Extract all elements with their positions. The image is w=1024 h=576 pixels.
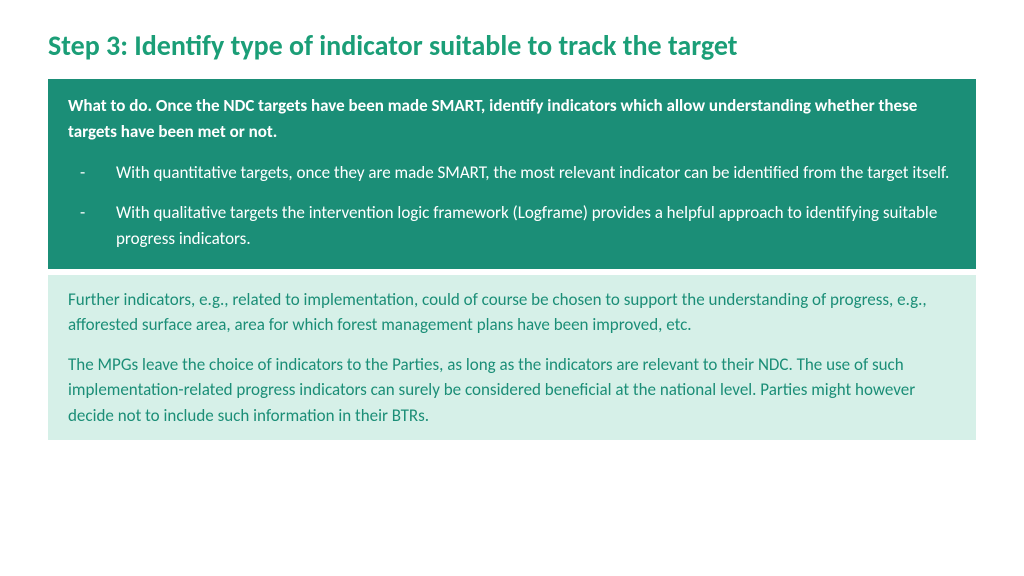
bullet-list: With quantitative targets, once they are…	[68, 160, 956, 253]
what-to-do-box: What to do. Once the NDC targets have be…	[48, 79, 976, 269]
lead-paragraph: What to do. Once the NDC targets have be…	[68, 93, 956, 146]
list-item: With qualitative targets the interventio…	[68, 200, 956, 253]
paragraph: The MPGs leave the choice of indicators …	[68, 352, 956, 429]
further-info-box: Further indicators, e.g., related to imp…	[48, 275, 976, 441]
slide-container: Step 3: Identify type of indicator suita…	[0, 0, 1024, 576]
slide-title: Step 3: Identify type of indicator suita…	[48, 28, 976, 63]
list-item: With quantitative targets, once they are…	[68, 160, 956, 186]
paragraph: Further indicators, e.g., related to imp…	[68, 287, 956, 338]
